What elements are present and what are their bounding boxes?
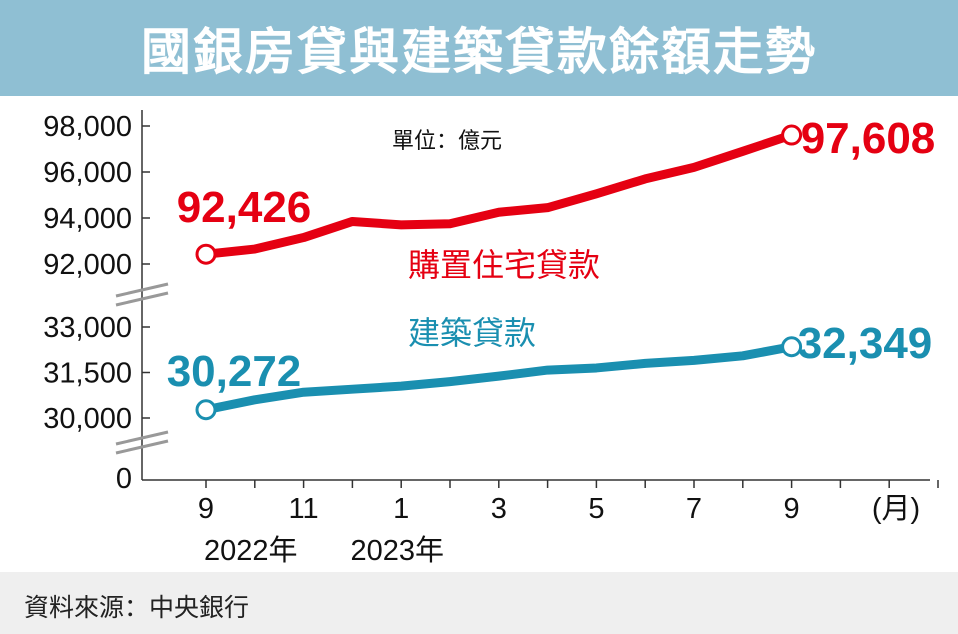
data-point-start [195,243,217,265]
x-tick-label: 1 [393,493,409,525]
line-chart: 98,000 96,000 94,000 92,000 33,000 31,500 30,0… [43,110,939,567]
data-label-start: 92,426 [177,183,312,232]
series-name-label: 建築貸款 [408,314,536,352]
data-label-end: 32,349 [798,319,933,368]
data-point-start [195,399,217,421]
series-line [201,130,797,259]
y-tick-label: 96,000 [43,157,132,189]
x-axis-unit: (月) [872,493,920,525]
series-name-label: 購置住宅貸款 [408,246,600,284]
unit-label: 單位：億元 [392,129,502,154]
data-label-start: 30,272 [167,347,302,396]
data-point-end [781,124,803,146]
source-note: 資料來源：中央銀行 [24,593,250,622]
x-tick-label: 11 [289,493,319,525]
data-point-end [781,336,803,358]
y-tick-label-zero: 0 [116,463,132,495]
x-tick-label: 5 [588,493,604,525]
axis-break-lower [115,430,169,455]
data-label-end: 97,608 [801,114,936,163]
year-label: 2023年 [350,534,444,567]
axis-break-upper [115,282,169,307]
y-tick-label: 33,000 [43,312,132,344]
x-tick-label: 9 [198,493,214,525]
year-label: 2022年 [204,534,298,567]
y-tick-label: 30,000 [43,403,132,435]
chart-title: 國銀房貸與建築貸款餘額走勢 [141,23,817,81]
series-line [201,342,797,415]
y-tick-label: 31,500 [43,358,132,390]
y-tick-label: 92,000 [43,249,132,281]
footer-bar: 資料來源：中央銀行 [0,572,958,634]
title-bar: 國銀房貸與建築貸款餘額走勢 [0,0,958,96]
x-tick-label: 3 [491,493,507,525]
y-tick-label: 94,000 [43,203,132,235]
x-tick-label: 9 [784,493,800,525]
x-tick-label: 7 [686,493,702,525]
y-tick-label: 98,000 [43,111,132,143]
